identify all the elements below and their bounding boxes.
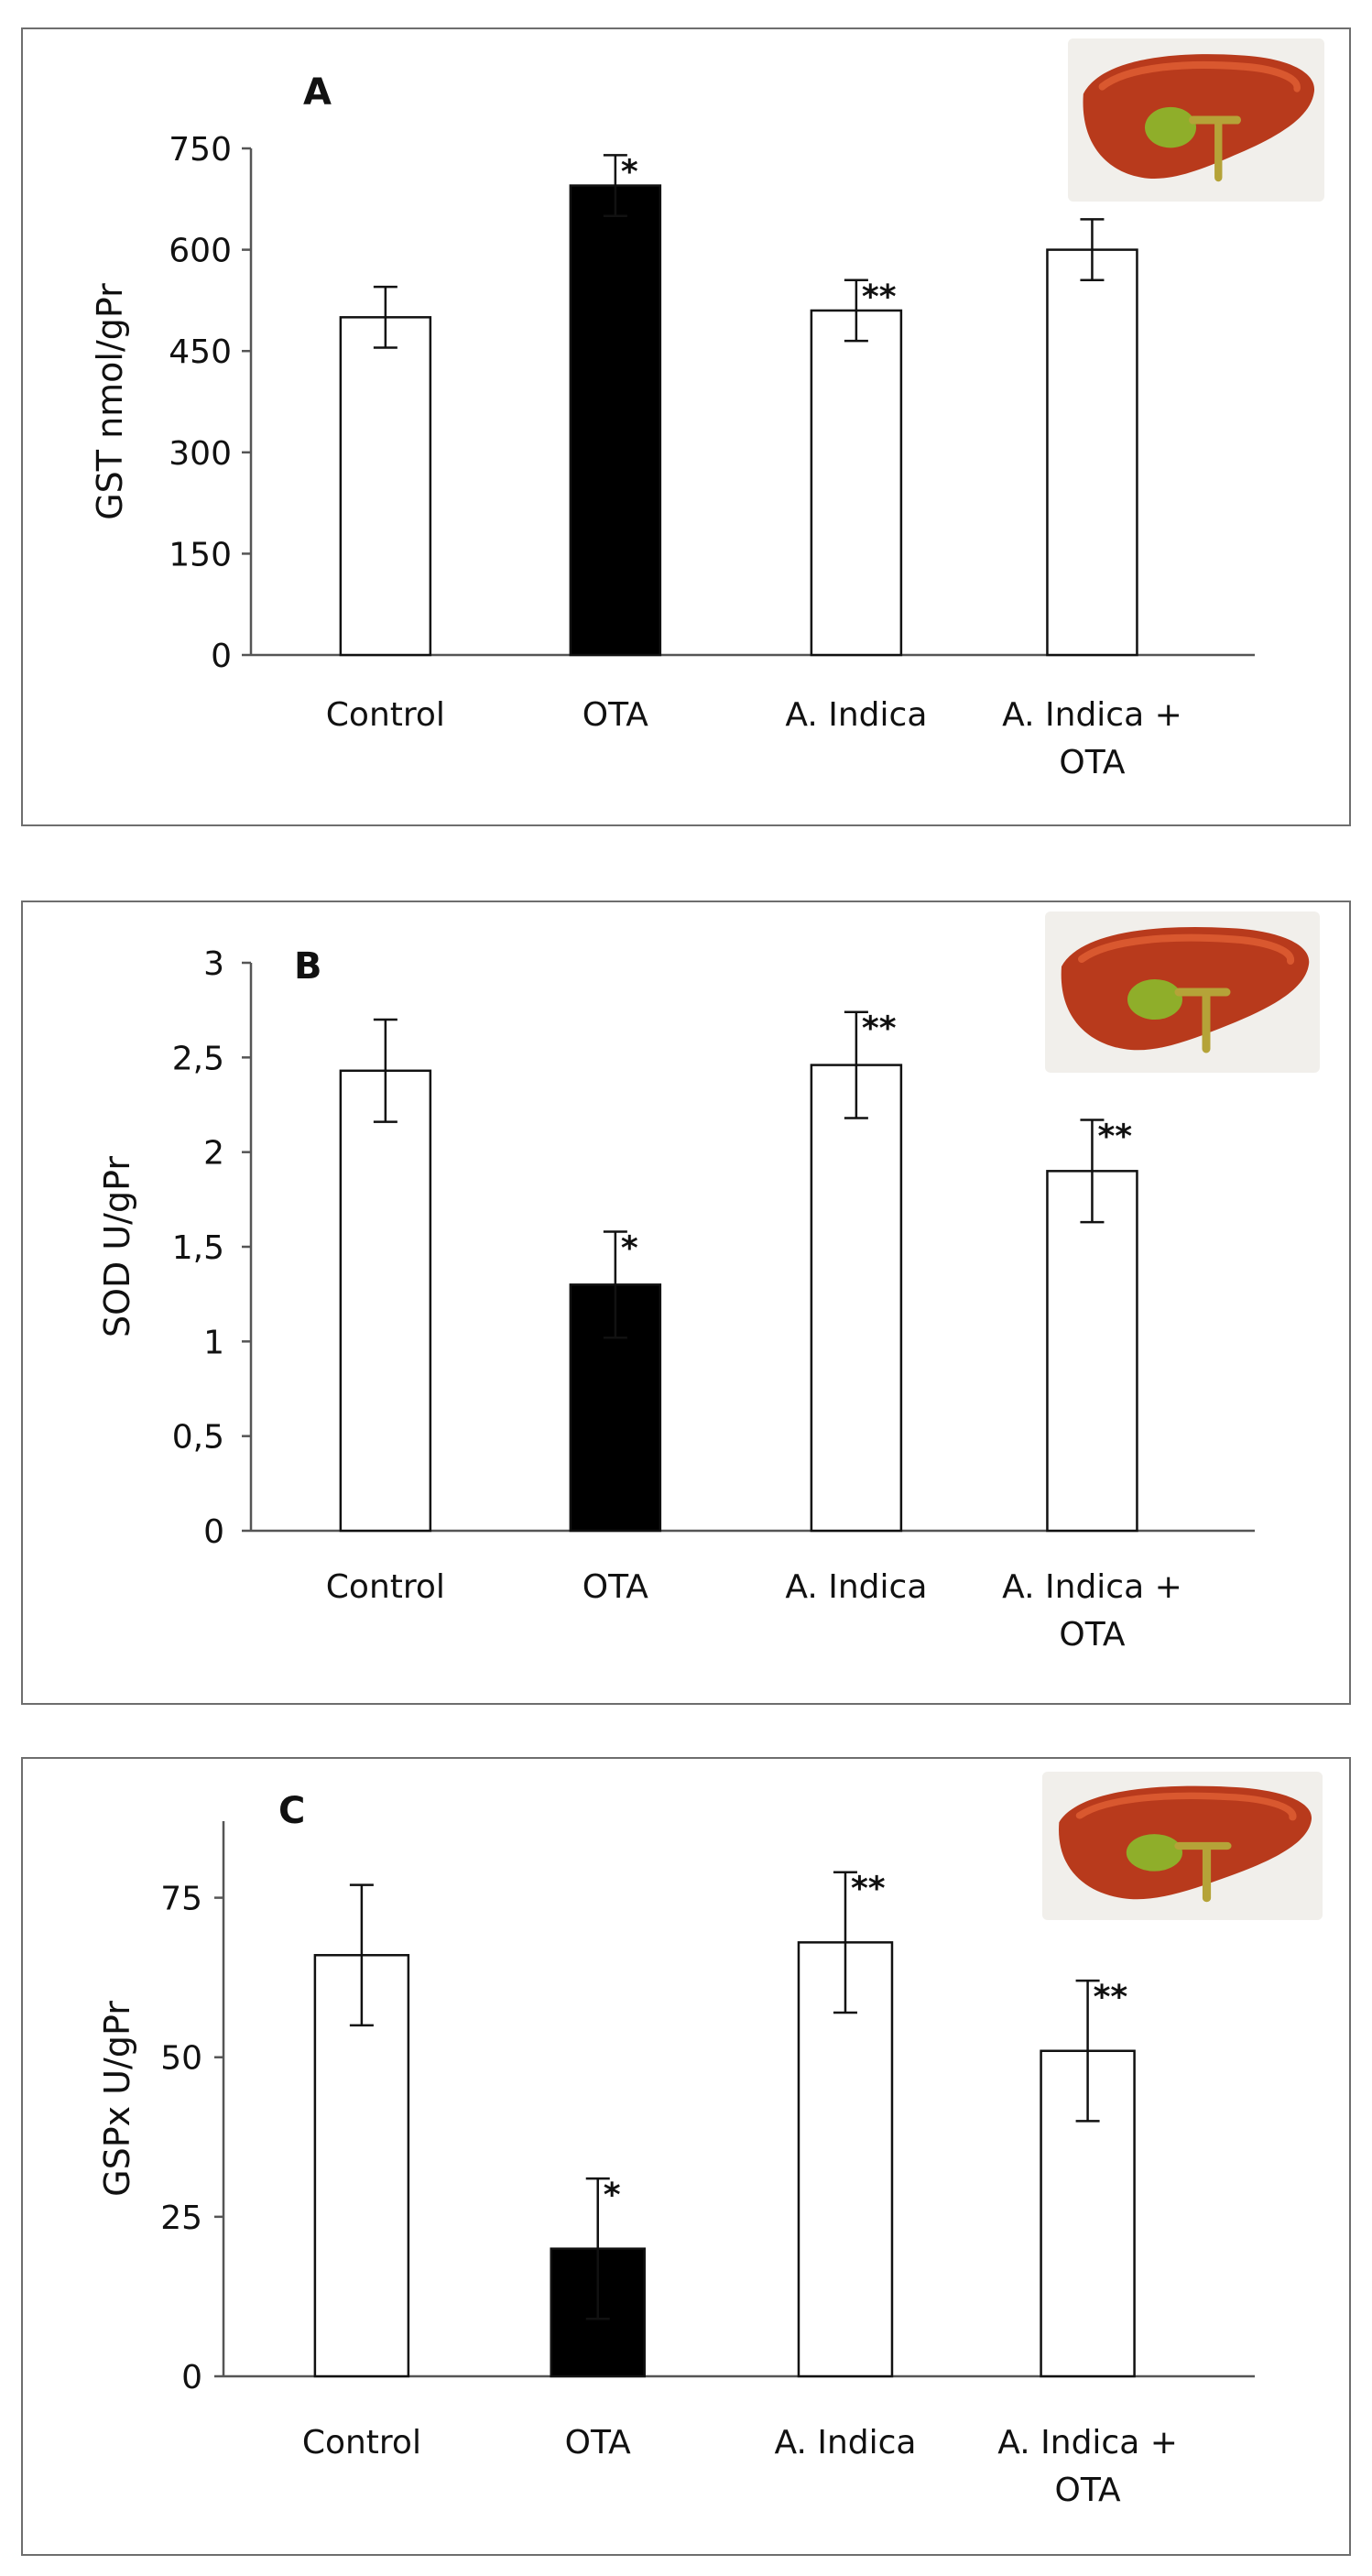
chart-svg: 0 25 50 75 GSPx U/gPr C Control * OTA ** A. Indica… (97, 1772, 1323, 2509)
bar (313, 1954, 410, 2378)
chart-panel-c: 0 25 50 75 GSPx U/gPr C Control * OTA ** A. Indica… (21, 1757, 1351, 2556)
significance-label: * (621, 1229, 638, 1267)
significance-label: ** (851, 1871, 886, 1908)
y-tick-label: 300 (169, 435, 232, 473)
y-axis-label: SOD U/gPr (97, 1156, 137, 1337)
gallbladder (1126, 1834, 1182, 1872)
y-tick-label: 1 (203, 1324, 224, 1361)
y-tick-label: 150 (169, 536, 232, 573)
liver-icon (1045, 911, 1320, 1073)
liver-highlight (1075, 1792, 1297, 1821)
x-tick-label: Control (302, 2424, 421, 2461)
significance-label: ** (862, 1010, 897, 1048)
y-axis-label: GSPx U/gPr (97, 2001, 137, 2197)
y-tick-label: 1,5 (172, 1229, 224, 1267)
panel-letter: B (294, 945, 322, 988)
x-tick-label: A. Indica (785, 1568, 927, 1606)
y-tick-label: 600 (169, 233, 232, 270)
significance-label: * (621, 153, 638, 191)
x-tick-label: A. Indica (785, 696, 927, 734)
panel-letter: A (303, 71, 332, 114)
chart-svg: 0 0,5 1 1,5 2 2,5 3 SOD U/gPr B Control * OTA ** A. I… (97, 911, 1320, 1654)
y-tick-label: 450 (169, 333, 232, 371)
x-tick-label: Control (326, 696, 445, 734)
y-tick-label: 50 (160, 2040, 202, 2078)
chart-panel-a: 0 150 300 450 600 750 GST nmol/gPr A Control * OTA… (21, 27, 1351, 826)
significance-label: ** (862, 278, 897, 316)
y-axis-label: GST nmol/gPr (90, 283, 130, 520)
x-tick-label: A. Indica + OTA (1002, 1568, 1182, 1654)
bile-duct (1189, 115, 1242, 182)
gallbladder (1145, 106, 1196, 148)
bar (569, 184, 662, 657)
liver-highlight (1078, 933, 1294, 965)
y-tick-label: 0 (211, 638, 232, 675)
x-tick-label: Control (326, 1568, 445, 1606)
bar (810, 309, 903, 657)
y-tick-label: 0 (203, 1513, 224, 1551)
bar (797, 1941, 894, 2378)
chart-panel-b: 0 0,5 1 1,5 2 2,5 3 SOD U/gPr B Control * OTA ** A. I… (21, 901, 1351, 1705)
liver-highlight (1098, 60, 1301, 93)
significance-label: ** (1094, 1979, 1128, 2016)
x-tick-label: A. Indica + OTA (1002, 696, 1182, 781)
gallbladder (1127, 979, 1182, 1020)
significance-label: ** (1097, 1119, 1132, 1156)
y-tick-label: 3 (203, 945, 224, 983)
significance-label: * (604, 2177, 621, 2214)
bar (339, 316, 432, 657)
panel-letter: C (278, 1790, 305, 1832)
bile-duct (1174, 988, 1231, 1053)
liver-icon (1042, 1772, 1323, 1920)
y-tick-label: 75 (160, 1881, 202, 1918)
x-tick-label: OTA (583, 1568, 649, 1606)
bar (810, 1064, 903, 1533)
liver-icon (1068, 38, 1324, 202)
bar (1046, 248, 1138, 657)
x-tick-label: OTA (565, 2424, 632, 2461)
bar (339, 1069, 432, 1533)
y-tick-label: 0,5 (172, 1419, 224, 1457)
y-tick-label: 25 (160, 2199, 202, 2237)
bar (1046, 1170, 1138, 1533)
chart-svg: 0 150 300 450 600 750 GST nmol/gPr A Control * OTA… (90, 38, 1324, 781)
y-tick-label: 2 (203, 1135, 224, 1173)
bile-duct (1174, 1841, 1232, 1903)
y-tick-label: 750 (169, 131, 232, 169)
y-tick-label: 2,5 (172, 1040, 224, 1077)
y-tick-label: 0 (181, 2359, 202, 2396)
x-tick-label: OTA (583, 696, 649, 734)
bar (1040, 2049, 1136, 2378)
x-tick-label: A. Indica + OTA (997, 2424, 1178, 2509)
x-tick-label: A. Indica (774, 2424, 916, 2461)
